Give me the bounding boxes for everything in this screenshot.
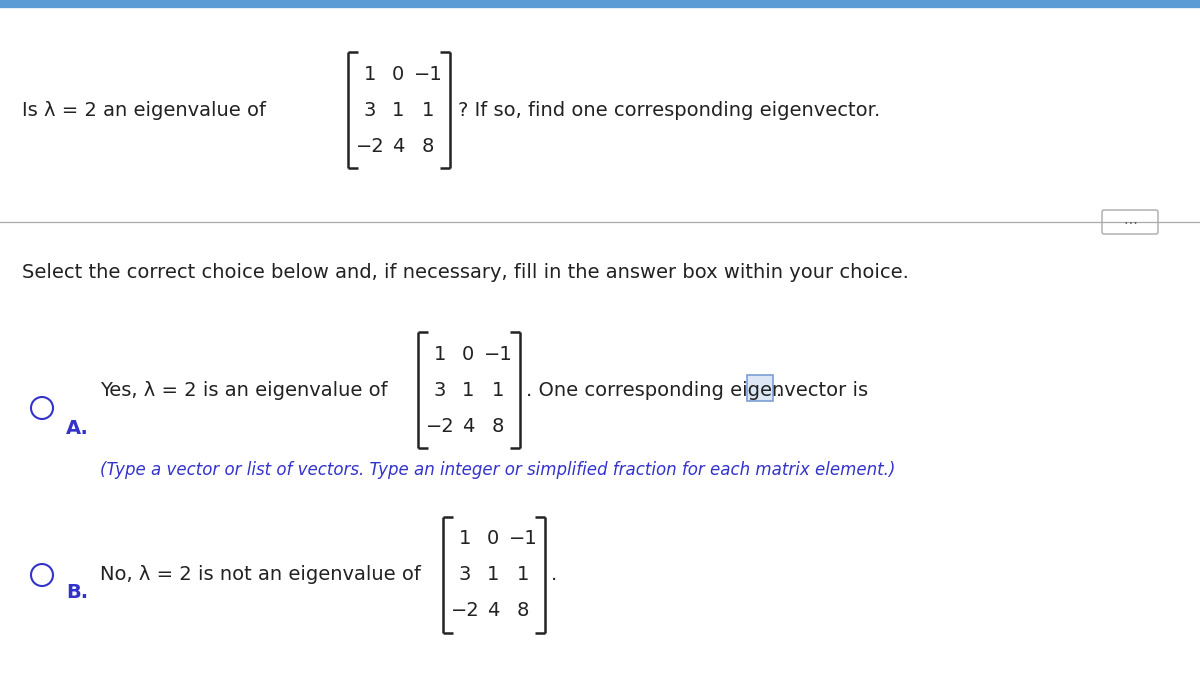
Text: Yes, λ = 2 is an eigenvalue of: Yes, λ = 2 is an eigenvalue of [100,381,388,399]
Text: A.: A. [66,419,89,437]
Text: 1: 1 [458,529,472,549]
Text: 1: 1 [434,345,446,363]
Text: 0: 0 [392,64,404,84]
Text: −1: −1 [414,64,443,84]
Text: B.: B. [66,583,88,603]
FancyBboxPatch shape [746,375,773,401]
Text: No, λ = 2 is not an eigenvalue of: No, λ = 2 is not an eigenvalue of [100,565,421,585]
Text: 8: 8 [422,136,434,156]
Text: 1: 1 [392,100,404,120]
Text: −2: −2 [426,417,455,435]
Text: 3: 3 [434,381,446,399]
Text: . One corresponding eigenvector is: . One corresponding eigenvector is [526,381,868,399]
Text: 1: 1 [364,64,376,84]
Text: 1: 1 [492,381,504,399]
Text: 4: 4 [462,417,474,435]
Text: 1: 1 [487,565,499,585]
Text: −2: −2 [355,136,384,156]
Text: 1: 1 [422,100,434,120]
Text: −2: −2 [451,601,479,621]
Text: 8: 8 [492,417,504,435]
Text: 1: 1 [462,381,474,399]
Text: (Type a vector or list of vectors. Type an integer or simplified fraction for ea: (Type a vector or list of vectors. Type … [100,461,895,479]
Text: −1: −1 [484,345,512,363]
Text: ? If so, find one corresponding eigenvector.: ? If so, find one corresponding eigenvec… [458,100,881,120]
Text: 0: 0 [487,529,499,549]
Text: 8: 8 [517,601,529,621]
Text: 3: 3 [458,565,472,585]
Text: 3: 3 [364,100,376,120]
Text: 1: 1 [517,565,529,585]
Text: ⋯: ⋯ [1123,215,1136,229]
Text: .: . [776,381,782,399]
Text: 4: 4 [392,136,404,156]
Text: 4: 4 [487,601,499,621]
FancyBboxPatch shape [1102,210,1158,234]
Text: 0: 0 [462,345,474,363]
Text: Is λ = 2 an eigenvalue of: Is λ = 2 an eigenvalue of [22,100,266,120]
Text: −1: −1 [509,529,538,549]
Text: Select the correct choice below and, if necessary, fill in the answer box within: Select the correct choice below and, if … [22,262,908,282]
Text: .: . [551,565,557,585]
